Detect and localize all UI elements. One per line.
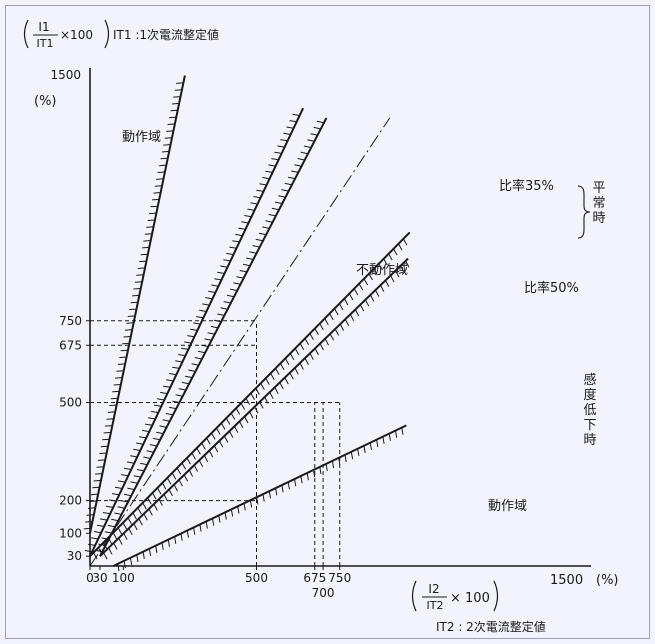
characteristic-line — [83, 75, 186, 534]
y-tick-label: 500 — [59, 396, 82, 410]
hatch-marks — [95, 120, 325, 553]
region-operate-lower: 動作域 — [488, 499, 527, 514]
hatch-marks — [83, 82, 184, 530]
characteristic-lines — [83, 75, 411, 572]
reference-line — [89, 117, 391, 567]
x-multiplier: × 100 — [450, 591, 490, 606]
hatch-marks — [103, 260, 410, 560]
low-sensitivity-label: 感度低下時 — [583, 372, 596, 448]
region-non-operate: 不動作域 — [356, 263, 408, 278]
x-tick-label: 750 — [328, 571, 351, 585]
x-axis-unit: (%) — [596, 573, 619, 588]
y-tick-label: 100 — [59, 526, 82, 540]
x-tick-label: 500 — [245, 571, 268, 585]
ratio-line — [99, 257, 410, 560]
hatch-marks — [84, 113, 300, 553]
x-tick-label: 700 — [312, 586, 335, 600]
y-axis-definition: IT1 :1次電流整定値 — [113, 27, 219, 42]
y-multiplier: ×100 — [60, 28, 93, 42]
y-axis-max-label: 1500 — [50, 68, 81, 82]
characteristic-line — [112, 424, 407, 572]
x-tick-label: 0 — [86, 571, 94, 585]
y-tick-label: 675 — [59, 338, 82, 352]
x-fraction-numerator: I2 — [428, 582, 439, 596]
ratio-35-label: 比率35% — [499, 178, 554, 194]
characteristic-line — [95, 117, 328, 557]
normal-brace — [577, 185, 591, 239]
y-axis-ticks: 750 675 500 200 100 30 — [59, 314, 90, 563]
x-tick-label: 675 — [303, 571, 326, 585]
y-fraction-denominator: IT1 — [37, 37, 54, 50]
hatch-marks — [117, 427, 404, 572]
ratio-line — [89, 231, 411, 560]
characteristic-diagram: I1 IT1 ×100 IT1 :1次電流整定値 1500 (%) 750675… — [23, 19, 619, 634]
characteristic-line — [84, 107, 305, 557]
chart-frame: I1 IT1 ×100 IT1 :1次電流整定値 1500 (%) 750 675… — [5, 5, 650, 639]
x-axis-max-label: 1500 — [550, 573, 583, 588]
ratio-50-label: 比率50% — [524, 280, 579, 296]
guide-lines — [90, 320, 341, 566]
y-tick-label: 750 — [59, 314, 82, 328]
hatch-marks — [93, 238, 408, 560]
x-axis-definition: IT2 : 2次電流整定値 — [436, 619, 546, 634]
region-operate-upper: 動作域 — [122, 130, 161, 145]
x-axis-title: I2 IT2 × 100 — [411, 580, 499, 612]
y-fraction-numerator: I1 — [38, 20, 49, 34]
y-axis-title: I1 IT1 ×100 IT1 :1次電流整定値 — [23, 19, 219, 50]
y-tick-label: 200 — [59, 494, 82, 508]
x-fraction-denominator: IT2 — [427, 599, 444, 612]
normal-label: 平常時 — [592, 181, 605, 226]
x-tick-label: 30 — [92, 571, 107, 585]
x-tick-label: 100 — [112, 571, 135, 585]
y-axis-unit: (%) — [34, 94, 57, 109]
y-tick-label: 30 — [67, 549, 82, 563]
